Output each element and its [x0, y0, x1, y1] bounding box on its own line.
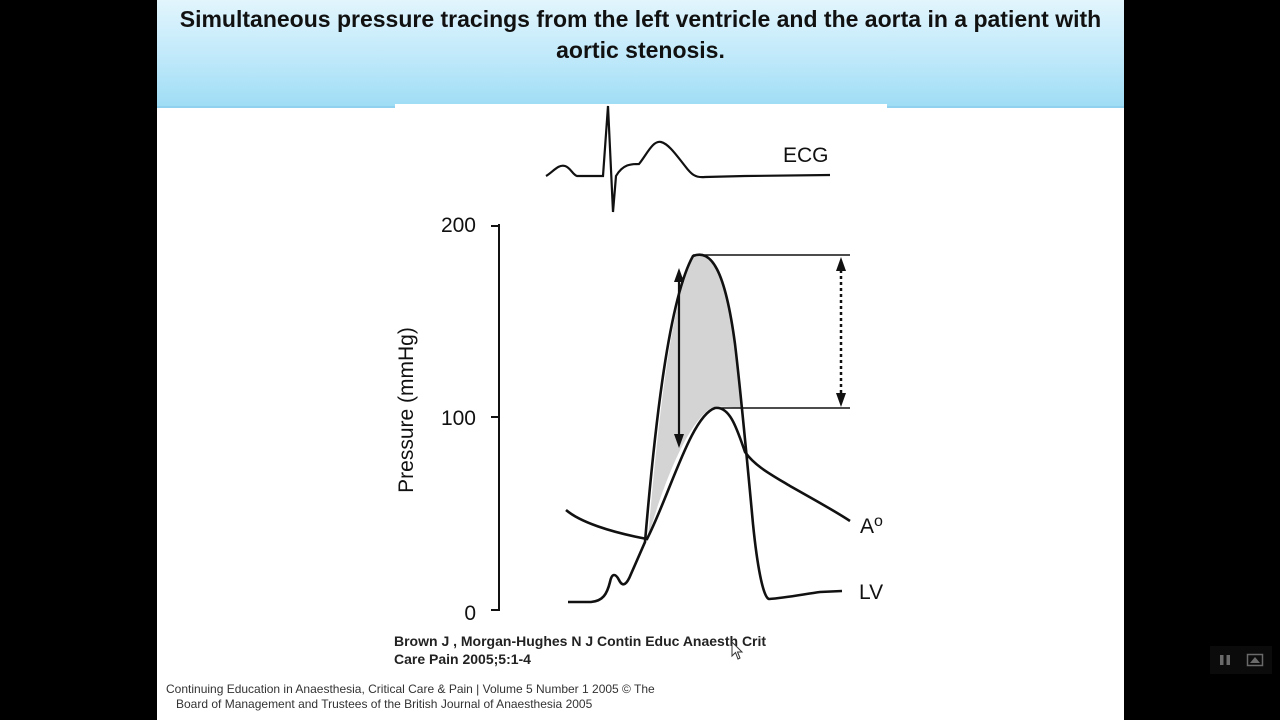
- arrowhead-down-dotted: [836, 393, 846, 407]
- y-tick-label-0: 0: [464, 602, 476, 624]
- citation-line-2: Care Pain 2005;5:1-4: [394, 651, 531, 667]
- aortic-trace: [565, 406, 851, 541]
- figure-citation: Brown J , Morgan-Hughes N J Contin Educ …: [394, 632, 804, 668]
- mouse-cursor-icon: [731, 641, 744, 660]
- ao-label: Ao: [860, 513, 883, 538]
- y-tick-label-100: 100: [441, 407, 476, 430]
- slide-footer: Continuing Education in Anaesthesia, Cri…: [166, 682, 686, 712]
- slide-title: Simultaneous pressure tracings from the …: [179, 6, 1102, 63]
- arrowhead-down: [674, 434, 684, 448]
- pressure-diagram: ECG 200 100 0 Pressure (mmHg) Ao LV: [395, 105, 883, 625]
- citation-line-1: Brown J , Morgan-Hughes N J Contin Educ …: [394, 633, 767, 649]
- footer-line-2: Board of Management and Trustees of the …: [176, 697, 593, 711]
- lv-label: LV: [859, 581, 883, 604]
- arrowhead-up-dotted: [836, 257, 846, 271]
- lv-trace: [568, 253, 843, 604]
- y-tick-label-200: 200: [441, 214, 476, 237]
- footer-line-1: Continuing Education in Anaesthesia, Cri…: [166, 682, 655, 696]
- pressure-gradient-area: [648, 254, 741, 538]
- media-controls: [1210, 646, 1272, 674]
- arrowhead-up: [674, 268, 684, 282]
- pause-icon[interactable]: [1216, 652, 1234, 668]
- ecg-label: ECG: [783, 144, 829, 167]
- fullscreen-icon[interactable]: [1246, 652, 1264, 668]
- title-banner: Simultaneous pressure tracings from the …: [157, 0, 1124, 108]
- y-axis-label: Pressure (mmHg): [395, 327, 418, 493]
- pressure-figure: ECG 200 100 0 Pressure (mmHg) Ao LV: [395, 104, 887, 625]
- ecg-trace: [545, 105, 831, 213]
